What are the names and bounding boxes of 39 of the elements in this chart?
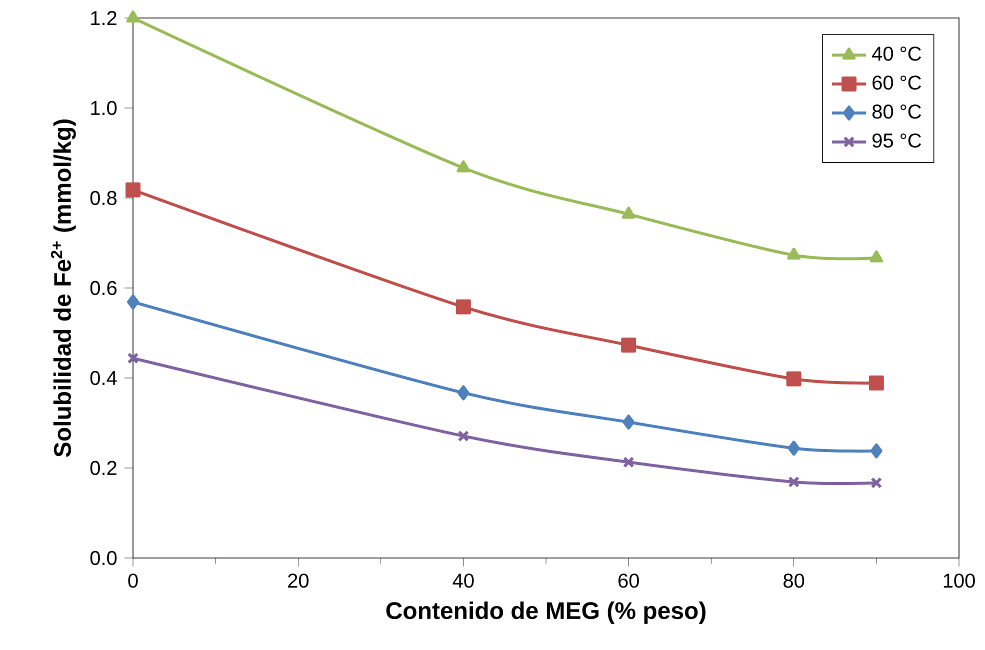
point <box>456 299 471 314</box>
y-tick-label: 0.8 <box>90 190 117 206</box>
point <box>621 338 636 353</box>
x-tick-label: 20 <box>288 574 309 588</box>
point <box>787 248 800 260</box>
y-tick-label: 0.6 <box>90 280 117 296</box>
point <box>622 456 634 468</box>
y-tick-label: 0.4 <box>90 370 117 386</box>
point <box>457 385 470 400</box>
point <box>622 206 636 219</box>
y-tick-label: 1.0 <box>91 100 117 116</box>
point <box>127 352 139 364</box>
y-tick-label: 0.0 <box>90 550 117 566</box>
point <box>870 250 884 262</box>
point <box>788 440 800 456</box>
y-tick-label: 0.2 <box>90 460 116 476</box>
point <box>788 476 800 488</box>
point <box>456 160 470 172</box>
y-tick-label: 1.2 <box>91 11 116 25</box>
point <box>127 294 140 310</box>
point <box>870 477 882 489</box>
legend-label: 80 °C <box>872 104 922 119</box>
y-axis-title: Solubilidad de Fe$^{2+}$ (mmol/kg) <box>50 120 76 457</box>
point <box>870 443 882 458</box>
x-tick-label: 100 <box>944 574 975 588</box>
legend-label: 40 °C <box>872 46 922 61</box>
point <box>126 182 141 198</box>
x-tick-label: 60 <box>618 574 639 588</box>
point <box>622 414 635 430</box>
point <box>126 10 140 22</box>
legend-label: 95 °C <box>872 134 922 148</box>
x-tick-label: 40 <box>452 574 474 588</box>
point <box>868 375 884 390</box>
x-tick-label: 0 <box>128 574 138 588</box>
legend-label: 60 °C <box>872 76 922 90</box>
point <box>458 430 470 442</box>
x-axis-title: Contenido de MEG (% peso) <box>386 602 706 624</box>
x-tick-label: 80 <box>784 574 804 588</box>
point <box>786 371 802 386</box>
